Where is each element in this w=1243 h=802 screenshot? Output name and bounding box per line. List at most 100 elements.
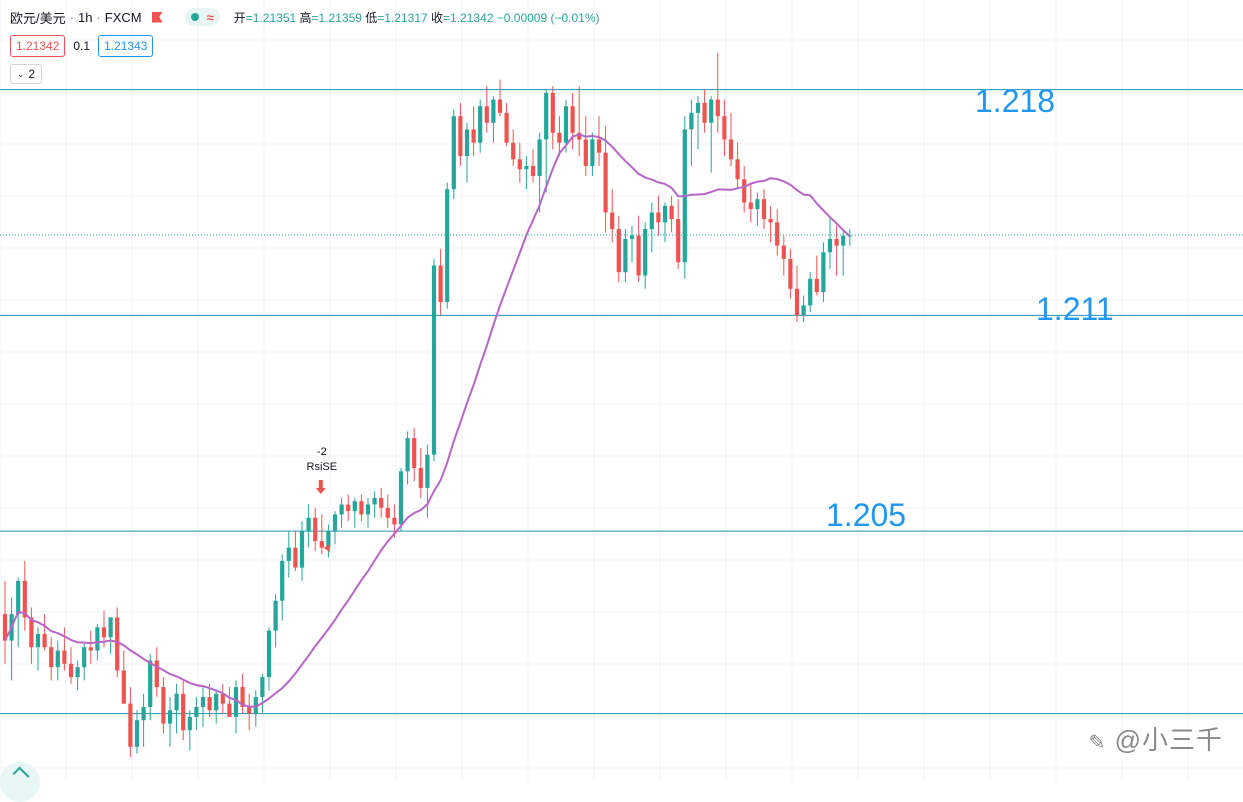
candle-body	[352, 501, 357, 512]
candle-body	[801, 305, 806, 316]
candle	[299, 521, 305, 581]
candle-body	[431, 265, 437, 455]
market-status-pill[interactable]: ≈	[184, 8, 220, 26]
candle	[662, 202, 668, 243]
candle	[313, 507, 318, 551]
candle	[62, 627, 67, 671]
candle	[788, 248, 793, 299]
candle-body	[827, 238, 833, 253]
candle-body	[134, 720, 140, 747]
candle	[42, 614, 47, 651]
candle-body	[656, 212, 661, 223]
candle-body	[128, 703, 133, 747]
candle-body	[214, 693, 219, 711]
candle	[29, 607, 34, 664]
candle	[722, 99, 727, 156]
candle-body	[484, 106, 489, 123]
symbol-name[interactable]: 欧元/美元	[10, 10, 66, 26]
candle	[590, 132, 595, 176]
candle	[266, 627, 272, 691]
candle-body	[590, 139, 595, 166]
tradingview-logo-icon[interactable]	[0, 762, 40, 802]
candle-body	[418, 468, 423, 488]
candle	[478, 99, 483, 153]
candle	[445, 182, 450, 309]
candle-body	[339, 504, 344, 515]
candle-body	[55, 650, 60, 668]
candle-body	[385, 507, 390, 518]
candle-body	[398, 471, 404, 525]
candle-body	[346, 504, 351, 512]
candle	[761, 189, 767, 230]
indicators-toggle-button[interactable]: ⌄ 2	[10, 64, 42, 84]
candle-body	[735, 159, 740, 180]
candle	[200, 687, 206, 727]
candle	[610, 189, 615, 243]
candle	[676, 199, 681, 269]
ask-button[interactable]: 1.21343	[98, 35, 154, 57]
candle	[372, 491, 377, 518]
candle	[755, 192, 760, 226]
price-chart[interactable]: -2 RsiSE	[0, 0, 1243, 780]
candle-body	[62, 650, 67, 664]
flag-icon[interactable]	[152, 12, 163, 23]
candle-body	[425, 454, 430, 488]
interval-label[interactable]: 1h	[77, 9, 93, 25]
candle	[544, 89, 549, 193]
candle-body	[497, 99, 503, 113]
candle-body	[550, 92, 555, 133]
candle-body	[121, 670, 126, 704]
candle	[2, 580, 8, 664]
candle-body	[95, 627, 100, 651]
candle-body	[623, 238, 628, 273]
candle-body	[570, 106, 575, 133]
support-resistance-lines	[0, 89, 1243, 715]
candle	[715, 53, 720, 133]
watermark-text: @小三千	[1114, 725, 1223, 755]
candle-body	[563, 106, 569, 143]
candle-body	[405, 438, 410, 472]
bid-button[interactable]: 1.21342	[10, 35, 66, 57]
candle-body	[669, 205, 674, 220]
candle-body	[445, 189, 450, 303]
candle-body	[438, 265, 443, 303]
candle-body	[808, 278, 813, 306]
candle	[346, 494, 351, 522]
candle	[643, 222, 648, 289]
candle	[511, 129, 516, 166]
candle	[141, 693, 146, 747]
candle-body	[88, 647, 93, 651]
exchange-label: FXCM	[104, 9, 142, 25]
candle	[385, 494, 390, 528]
candle-body	[412, 438, 417, 468]
candle	[524, 156, 529, 190]
candle	[808, 272, 813, 312]
candle-body	[359, 501, 364, 515]
ohlc-values: 开=1.21351 高=1.21359 低=1.21317 收=1.21342 …	[234, 9, 600, 26]
candle-body	[68, 663, 74, 678]
candle	[570, 92, 575, 150]
candle-body	[200, 697, 206, 707]
candle	[247, 693, 252, 731]
level-label-1211: 1.211	[1036, 291, 1114, 327]
candle	[742, 165, 747, 213]
candle	[319, 514, 324, 555]
candle-body	[821, 252, 826, 293]
candle	[214, 690, 219, 724]
candle	[352, 497, 357, 528]
candle	[181, 680, 186, 741]
candle-body	[187, 716, 192, 731]
signal-value: -2	[317, 446, 327, 458]
candle	[260, 673, 265, 714]
candle-body	[286, 547, 291, 561]
candle	[418, 448, 423, 498]
candle-body	[636, 235, 641, 276]
candle-body	[240, 687, 245, 707]
candle	[735, 142, 740, 190]
candle	[187, 710, 192, 751]
indicator-count: 2	[28, 67, 36, 81]
candle-body	[834, 238, 839, 246]
candle-body	[742, 179, 747, 203]
chart-grid	[0, 0, 1243, 780]
candle-body	[227, 703, 232, 717]
